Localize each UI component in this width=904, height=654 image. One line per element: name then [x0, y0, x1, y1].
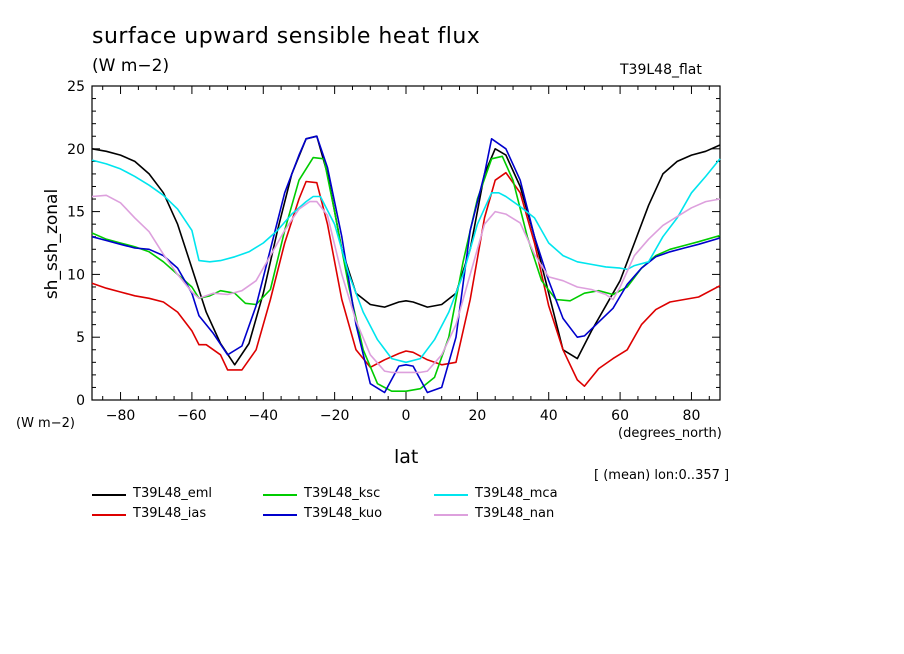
y-tick-label: 20: [67, 142, 85, 158]
x-tick-label: 0: [402, 408, 411, 424]
experiment-tag: T39L48_flat: [620, 62, 702, 78]
legend-swatch: [263, 494, 297, 496]
x-tick-label: −80: [106, 408, 136, 424]
y-tick-label: 25: [67, 79, 85, 95]
averaging-note: [ (mean) lon:0..357 ]: [594, 468, 730, 483]
series-line-t39l48_mca: [91, 158, 721, 364]
y-tick-label: 15: [67, 205, 85, 221]
legend-swatch: [263, 514, 297, 516]
series-line-t39l48_ias: [91, 171, 721, 388]
series-line-t39l48_ksc: [91, 155, 721, 393]
chart-title: surface upward sensible heat flux: [92, 24, 481, 49]
chart-subtitle: (W m−2): [92, 56, 170, 76]
x-tick-label: 20: [468, 408, 486, 424]
x-tick-label: 60: [611, 408, 629, 424]
x-tick-label: −20: [320, 408, 350, 424]
legend-label: T39L48_eml: [133, 486, 213, 501]
legend-label: T39L48_ksc: [304, 486, 381, 501]
legend-label: T39L48_mca: [475, 486, 558, 501]
x-tick-label: 80: [683, 408, 701, 424]
legend-swatch: [434, 514, 468, 516]
legend-swatch: [92, 494, 126, 496]
x-axis-label: lat: [394, 446, 419, 468]
series-line-t39l48_eml: [91, 135, 721, 366]
x-axis-unit: (degrees_north): [618, 426, 722, 441]
y-tick-label: 5: [76, 330, 85, 346]
x-tick-label: 40: [540, 408, 558, 424]
y-tick-label: 0: [76, 393, 85, 409]
legend-label: T39L48_ias: [133, 506, 207, 521]
legend-label: T39L48_kuo: [304, 506, 383, 521]
y-axis-unit: (W m−2): [16, 416, 75, 431]
y-tick-label: 10: [67, 267, 85, 283]
legend-swatch: [434, 494, 468, 496]
x-tick-label: −60: [177, 408, 207, 424]
series-line-t39l48_nan: [91, 194, 721, 374]
series-line-t39l48_kuo: [91, 135, 721, 394]
legend-swatch: [92, 514, 126, 516]
plot-frame: [91, 85, 721, 401]
legend-label: T39L48_nan: [475, 506, 555, 521]
x-tick-label: −40: [248, 408, 278, 424]
